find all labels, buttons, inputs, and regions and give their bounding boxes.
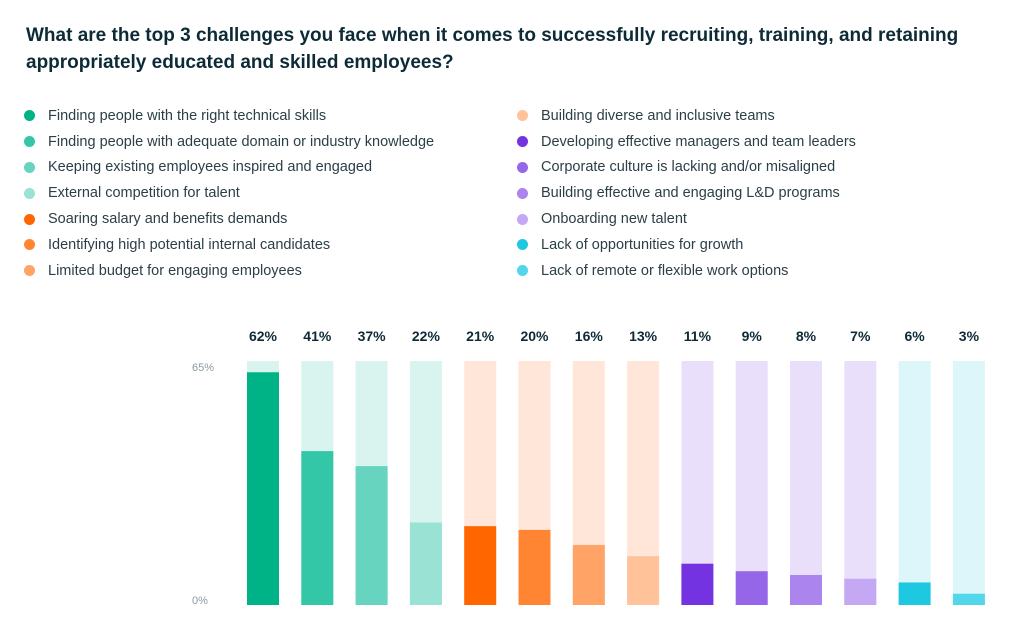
legend-item: Keeping existing employees inspired and … bbox=[24, 155, 434, 181]
bar-value-label: 62% bbox=[249, 328, 278, 344]
bar bbox=[518, 529, 551, 605]
legend-item: Building diverse and inclusive teams bbox=[517, 103, 856, 129]
legend-item: Finding people with the right technical … bbox=[24, 103, 434, 129]
bar bbox=[790, 574, 822, 605]
legend-item: Soaring salary and benefits demands bbox=[24, 206, 434, 232]
legend-swatch bbox=[24, 213, 35, 225]
legend-right: Building diverse and inclusive teams Dev… bbox=[517, 103, 856, 284]
legend-item: Corporate culture is lacking and/or misa… bbox=[517, 155, 856, 181]
bar-value-label: 41% bbox=[303, 328, 332, 344]
bar bbox=[898, 582, 931, 605]
bar bbox=[572, 544, 605, 605]
legend-label: Corporate culture is lacking and/or misa… bbox=[541, 159, 836, 176]
bar bbox=[844, 578, 877, 605]
legend-label: Lack of opportunities for growth bbox=[541, 236, 744, 253]
legend-label: Developing effective managers and team l… bbox=[541, 133, 856, 150]
legend-label: Lack of remote or flexible work options bbox=[541, 262, 789, 279]
bar bbox=[247, 372, 279, 605]
bar bbox=[409, 522, 442, 605]
bar bbox=[301, 451, 334, 605]
bar-track bbox=[735, 361, 768, 605]
bar-track bbox=[844, 361, 877, 605]
legend-item: Lack of opportunities for growth bbox=[517, 232, 856, 258]
legend-swatch bbox=[24, 161, 35, 173]
legend-swatch bbox=[517, 213, 528, 225]
legend-swatch bbox=[24, 265, 35, 277]
legend-label: Limited budget for engaging employees bbox=[48, 262, 302, 279]
bar-track bbox=[952, 361, 985, 605]
bar-value-label: 11% bbox=[684, 328, 712, 344]
legend-label: Identifying high potential internal cand… bbox=[48, 236, 331, 253]
bar-value-label: 3% bbox=[959, 328, 980, 344]
bar bbox=[627, 556, 660, 605]
bar bbox=[735, 571, 768, 605]
legend-swatch bbox=[24, 239, 35, 251]
legend-swatch bbox=[517, 239, 528, 251]
chart-title: What are the top 3 challenges you face w… bbox=[26, 25, 959, 73]
bar-value-label: 21% bbox=[466, 328, 495, 344]
legend-swatch bbox=[517, 265, 528, 277]
legend-item: Limited budget for engaging employees bbox=[24, 258, 434, 284]
legend-item: Lack of remote or flexible work options bbox=[517, 258, 856, 284]
bar bbox=[464, 526, 497, 605]
legend-swatch bbox=[517, 110, 528, 122]
legend-left: Finding people with the right technical … bbox=[24, 103, 434, 284]
legend-item: Identifying high potential internal cand… bbox=[24, 232, 434, 258]
bar-value-label: 37% bbox=[358, 328, 387, 344]
legend-item: Onboarding new talent bbox=[517, 206, 856, 232]
legend-item: Building effective and engaging L&D prog… bbox=[517, 180, 856, 206]
bar-value-label: 16% bbox=[575, 328, 604, 344]
bar-value-label: 22% bbox=[412, 328, 441, 344]
bar-value-label: 8% bbox=[796, 328, 817, 344]
legend-swatch bbox=[24, 136, 35, 148]
bar-value-label: 6% bbox=[904, 328, 925, 344]
legend-swatch bbox=[24, 110, 35, 122]
legend-item: External competition for talent bbox=[24, 180, 434, 206]
legend-label: Building diverse and inclusive teams bbox=[541, 107, 775, 124]
y-tick-max: 65% bbox=[192, 362, 214, 374]
y-tick-min: 0% bbox=[192, 595, 208, 607]
bar-value-label: 20% bbox=[520, 328, 549, 344]
bar-track bbox=[790, 361, 822, 605]
legend-swatch bbox=[517, 136, 528, 148]
legend-item: Finding people with adequate domain or i… bbox=[24, 129, 434, 155]
legend-label: Finding people with adequate domain or i… bbox=[48, 133, 435, 150]
legend-label: Keeping existing employees inspired and … bbox=[48, 159, 373, 176]
legend-label: Finding people with the right technical … bbox=[48, 107, 327, 124]
legend-label: External competition for talent bbox=[48, 185, 240, 202]
bar-value-label: 13% bbox=[629, 328, 658, 344]
legend-label: Onboarding new talent bbox=[541, 211, 687, 228]
legend-label: Building effective and engaging L&D prog… bbox=[541, 185, 840, 202]
bar bbox=[681, 563, 714, 605]
legend-swatch bbox=[24, 187, 35, 199]
bar-value-label: 9% bbox=[742, 328, 763, 344]
legend-swatch bbox=[517, 187, 528, 199]
legend-label: Soaring salary and benefits demands bbox=[48, 211, 288, 228]
bar-value-label: 7% bbox=[850, 328, 871, 344]
bar bbox=[952, 593, 985, 605]
legend-swatch bbox=[517, 161, 528, 173]
legend-item: Developing effective managers and team l… bbox=[517, 129, 856, 155]
bar-track bbox=[898, 361, 931, 605]
bar bbox=[355, 466, 388, 605]
